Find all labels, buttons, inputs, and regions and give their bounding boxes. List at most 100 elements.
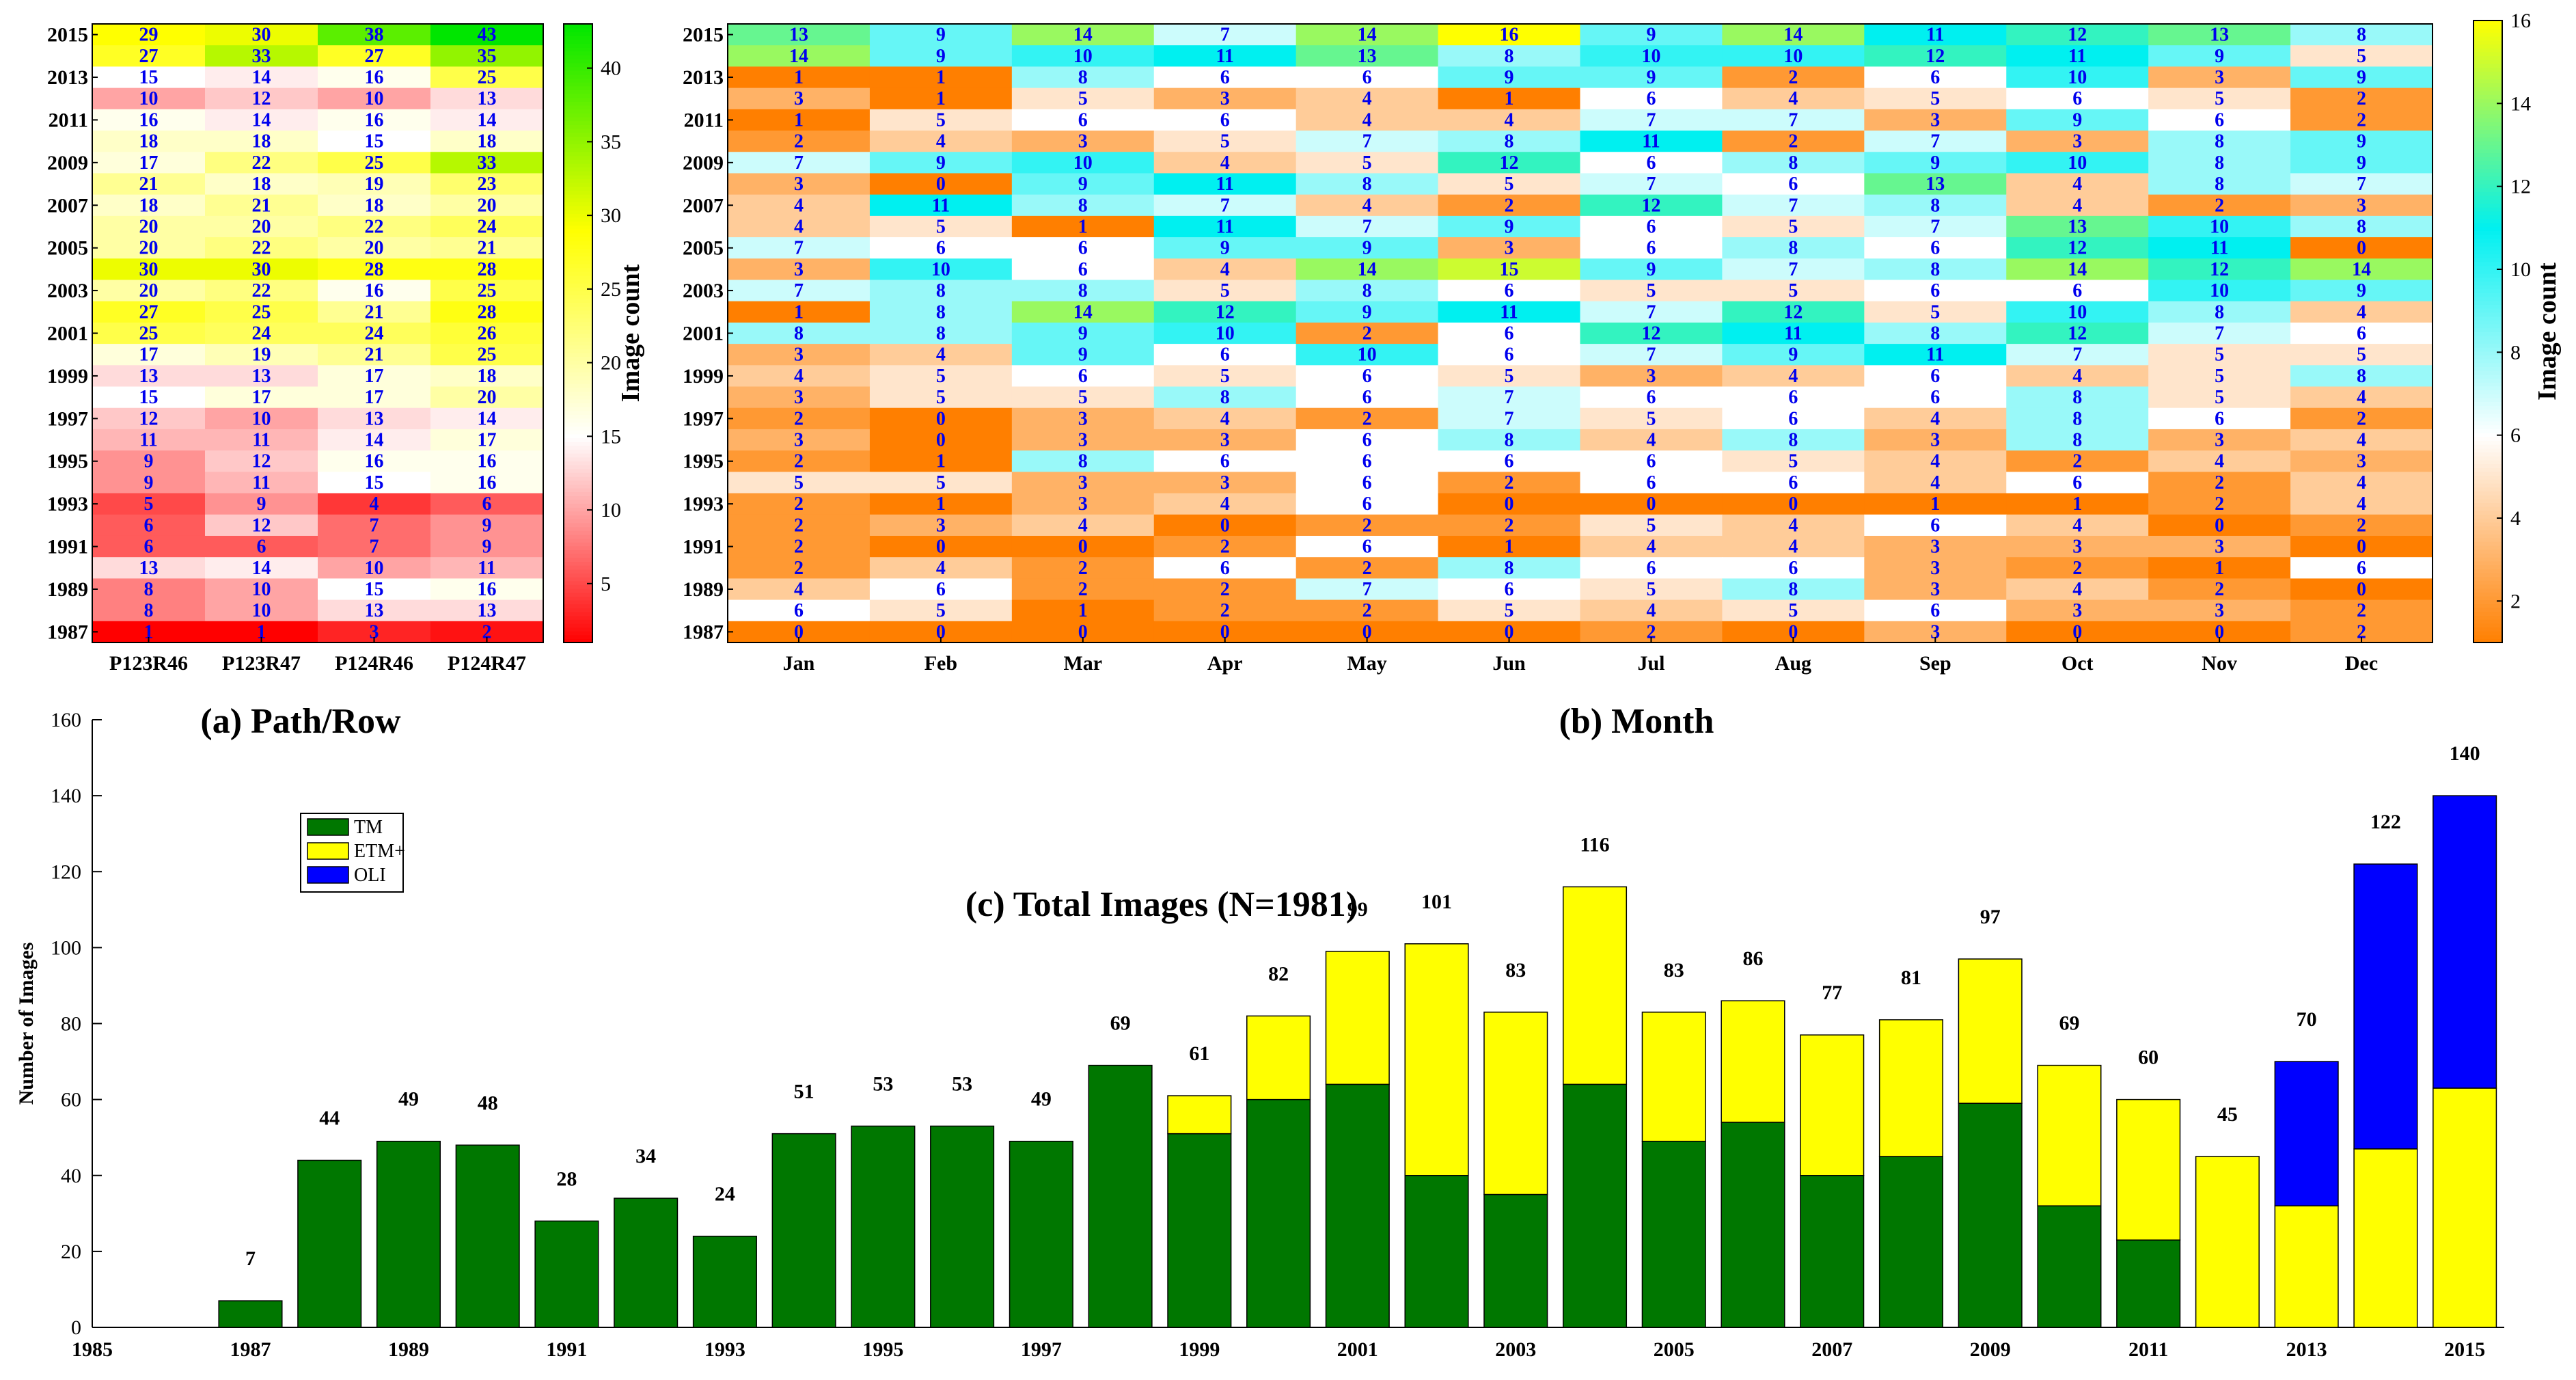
colorbar-segment xyxy=(2474,75,2502,80)
colorbar-segment xyxy=(2474,576,2502,581)
heatmap-cell xyxy=(205,152,318,174)
colorbar-segment xyxy=(564,70,592,75)
colorbar-tick-label: 12 xyxy=(2510,176,2531,198)
cell-value-label: 20 xyxy=(365,238,384,259)
cell-value-label: 5 xyxy=(2357,344,2366,366)
heatmap-cell xyxy=(92,578,206,601)
colorbar-segment xyxy=(2474,277,2502,282)
colorbar-segment xyxy=(564,136,592,141)
heatmap-cell xyxy=(1722,258,1865,281)
heatmap-cell xyxy=(2148,344,2291,366)
heatmap-cell xyxy=(869,173,1013,195)
heatmap-cell xyxy=(2148,599,2291,622)
colorbar-segment xyxy=(564,286,592,292)
cell-value-label: 2 xyxy=(1505,195,1514,216)
colorbar-segment xyxy=(2474,312,2502,317)
heatmap-cell xyxy=(92,344,206,366)
heatmap-cell xyxy=(2290,87,2433,110)
bar-total-label: 60 xyxy=(2138,1046,2159,1069)
colorbar-segment xyxy=(564,225,592,230)
colorbar-segment xyxy=(564,484,592,489)
heatmap-cell xyxy=(1864,578,2007,601)
cell-value-label: 12 xyxy=(1783,301,1803,323)
heatmap-cell xyxy=(92,472,206,494)
cell-value-label: 8 xyxy=(1505,430,1514,451)
colorbar-segment xyxy=(564,62,592,68)
cell-value-label: 19 xyxy=(365,174,384,195)
heatmap-cell xyxy=(430,557,544,579)
heatmap-cell xyxy=(1580,237,1723,259)
cell-value-label: 12 xyxy=(2210,259,2229,280)
heatmap-cell xyxy=(1864,258,2007,281)
bar-total-label: 44 xyxy=(319,1107,340,1130)
colorbar-segment xyxy=(2474,249,2502,255)
heatmap-cell xyxy=(430,450,544,472)
cell-value-label: 2 xyxy=(1078,558,1088,579)
heatmap-cell xyxy=(1296,578,1439,601)
legend-entry-label: OLI xyxy=(354,865,386,886)
bar-segment xyxy=(2037,1064,2102,1206)
heatmap-cell xyxy=(430,322,544,344)
colorbar-segment xyxy=(2474,627,2502,632)
heatmap-cell xyxy=(430,472,544,494)
y-tick-label: 2003 xyxy=(47,280,88,302)
cell-value-label: 14 xyxy=(1073,301,1093,323)
cell-value-label: 2 xyxy=(1505,515,1514,536)
heatmap-cell xyxy=(869,109,1013,131)
cell-value-label: 6 xyxy=(1646,451,1656,472)
colorbar-segment xyxy=(564,631,592,636)
cell-value-label: 11 xyxy=(2068,46,2086,67)
colorbar-segment xyxy=(2474,390,2502,394)
heatmap-cell xyxy=(2006,472,2149,494)
colorbar-segment xyxy=(2474,510,2502,515)
colorbar-segment xyxy=(564,387,592,392)
colorbar-tick-label: 30 xyxy=(601,204,621,227)
colorbar-segment xyxy=(2474,238,2502,243)
heatmap-cell xyxy=(1438,109,1581,131)
cell-value-label: 12 xyxy=(139,408,159,429)
cell-value-label: 3 xyxy=(936,515,946,536)
cell-value-label: 3 xyxy=(1930,109,1940,131)
heatmap-cell xyxy=(318,535,431,558)
colorbar-tick-label: 10 xyxy=(601,499,621,522)
colorbar-segment xyxy=(564,608,592,612)
colorbar-segment xyxy=(564,604,592,608)
heatmap-cell xyxy=(1580,131,1723,152)
cell-value-label: 6 xyxy=(1220,109,1230,131)
cell-value-label: 2 xyxy=(2357,515,2366,536)
colorbar-segment xyxy=(2474,604,2502,608)
bar-segment xyxy=(771,1133,836,1328)
cell-value-label: 22 xyxy=(252,152,271,174)
colorbar-segment xyxy=(564,85,592,90)
heatmap-cell xyxy=(1438,407,1581,430)
bar-segment xyxy=(1167,1095,1232,1135)
colorbar-segment xyxy=(2474,619,2502,624)
cell-value-label: 33 xyxy=(252,46,271,67)
heatmap-cell xyxy=(1722,429,1865,451)
heatmap-cell xyxy=(430,429,544,451)
y-tick-label: 2011 xyxy=(684,109,724,131)
heatmap-cell xyxy=(1864,557,2007,579)
cell-value-label: 0 xyxy=(1505,621,1514,642)
heatmap-cell xyxy=(1580,152,1723,174)
heatmap-cell xyxy=(92,450,206,472)
heatmap-cell xyxy=(92,173,206,195)
heatmap-cell xyxy=(2006,535,2149,558)
heatmap-cell xyxy=(1296,173,1439,195)
bar-segment xyxy=(2433,1087,2497,1328)
cell-value-label: 2 xyxy=(1220,600,1230,621)
colorbar-segment xyxy=(564,240,592,245)
colorbar-segment xyxy=(2474,381,2502,387)
cell-value-label: 12 xyxy=(2068,323,2087,344)
colorbar-segment xyxy=(2474,611,2502,616)
cell-value-label: 23 xyxy=(478,174,497,195)
x-tick-label: Aug xyxy=(1775,652,1811,675)
x-tick-label: 1995 xyxy=(862,1338,903,1361)
heatmap-cell xyxy=(2148,131,2291,152)
bar-segment xyxy=(297,1159,362,1328)
colorbar-segment xyxy=(564,279,592,284)
heatmap-cell xyxy=(318,557,431,579)
y-tick-label: 2009 xyxy=(683,152,724,174)
heatmap-cell xyxy=(205,599,318,622)
heatmap-cell xyxy=(2290,152,2433,174)
